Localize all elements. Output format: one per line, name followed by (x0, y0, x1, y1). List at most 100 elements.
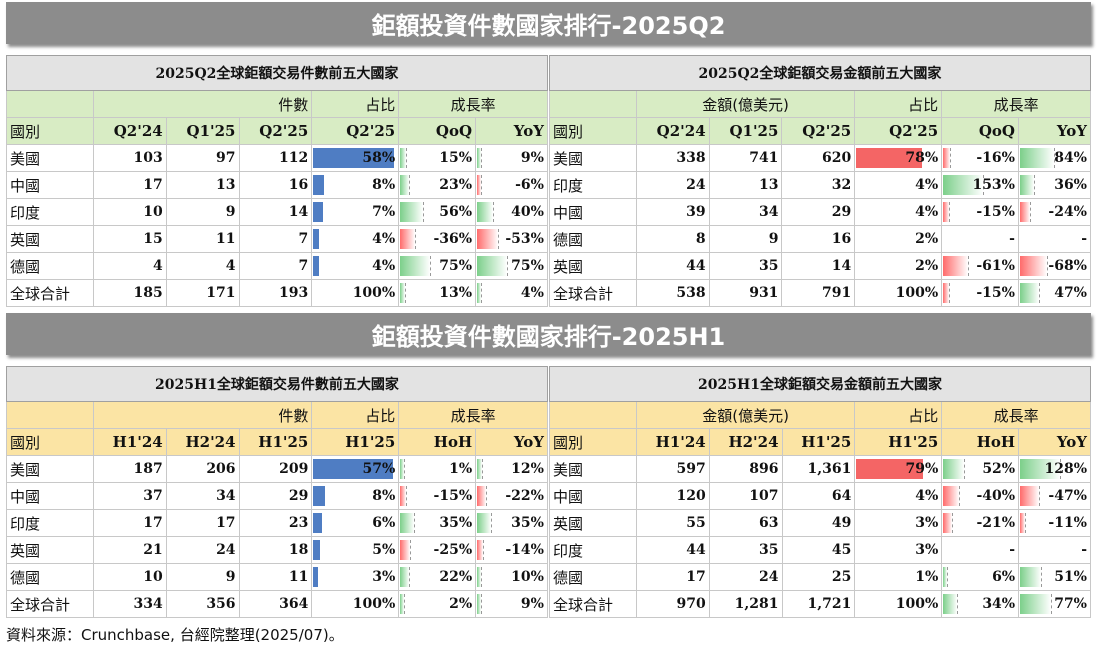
growth-value: 9% (520, 150, 544, 166)
country-name: 德國 (6, 252, 94, 280)
growth-cell-2: 77% (1018, 590, 1091, 618)
table-row: 印度 17 17 23 6% 35% 35% 英國 55 63 49 3% -21% -11% (6, 509, 1091, 537)
growth-bar (400, 594, 405, 614)
table-gap (547, 198, 550, 226)
column-header: Q2'25 (781, 117, 856, 145)
growth-value: 22% (439, 569, 473, 585)
growth-bar (477, 513, 492, 533)
growth-bar (400, 202, 423, 222)
share-cell: 2% (854, 252, 943, 280)
value-cell: 17 (92, 509, 167, 537)
group-header-share: 占比 (311, 401, 400, 429)
growth-bar (943, 486, 960, 506)
value-cell: 597 (635, 455, 710, 483)
value-cell: 107 (708, 482, 783, 510)
growth-value: 77% (1054, 596, 1087, 612)
table-gap (547, 366, 550, 402)
share-cell: 100% (311, 590, 400, 618)
growth-bar (943, 513, 952, 533)
growth-cell-2: 35% (475, 509, 548, 537)
column-header: H1'24 (92, 428, 167, 456)
growth-cell-1: 2% (398, 590, 477, 618)
share-value: 78% (905, 150, 939, 166)
header-blank (6, 401, 94, 429)
growth-value: 56% (439, 204, 473, 220)
value-cell: 185 (92, 279, 167, 307)
value-cell: 21 (92, 536, 167, 564)
country-name: 印度 (548, 536, 637, 564)
group-header-share: 占比 (854, 401, 943, 429)
column-header: Q2'25 (238, 117, 313, 145)
growth-cell-1: - (941, 225, 1019, 253)
growth-bar (1019, 148, 1054, 168)
right-caption: 2025H1全球鉅額交易金額前五大國家 (548, 366, 1092, 402)
value-cell: 13 (165, 171, 240, 199)
country-name: 印度 (6, 509, 94, 537)
h1-table: 2025H1全球鉅額交易件數前五大國家 2025H1全球鉅額交易金額前五大國家 件數… (6, 366, 1092, 618)
growth-cell-1: 52% (941, 455, 1020, 483)
section-title-h1: 鉅額投資件數國家排行-2025H1 (6, 313, 1091, 355)
growth-value: -22% (505, 488, 544, 504)
section-title-q2: 鉅額投資件數國家排行-2025Q2 (6, 2, 1091, 44)
country-name: 印度 (548, 171, 637, 199)
value-cell: 24 (165, 536, 240, 564)
value-cell: 44 (635, 252, 710, 280)
share-cell: 100% (854, 279, 943, 307)
country-name: 全球合計 (548, 590, 637, 618)
growth-bar (943, 567, 948, 587)
column-header: QoQ (941, 117, 1019, 145)
growth-cell-2: 4% (475, 279, 548, 307)
group-header-count: 件數 (92, 401, 313, 429)
value-cell: 64 (781, 482, 856, 510)
share-value: 100% (895, 596, 939, 612)
growth-cell-1: - (941, 536, 1020, 564)
growth-value: 12% (511, 461, 544, 477)
table-gap (547, 401, 550, 429)
share-bar (313, 148, 395, 168)
value-cell: 32 (781, 171, 856, 199)
share-value: 3% (372, 569, 396, 585)
value-cell: 538 (635, 279, 710, 307)
growth-value: 35% (439, 515, 473, 531)
value-cell: 171 (165, 279, 240, 307)
share-bar (313, 256, 319, 276)
value-cell: 16 (238, 171, 313, 199)
table-gap (547, 509, 550, 537)
column-header: Q2'25 (311, 117, 400, 145)
growth-cell-2: -68% (1017, 252, 1092, 280)
growth-value: -6% (515, 177, 544, 193)
growth-cell-1: -21% (941, 509, 1020, 537)
share-cell: 8% (311, 171, 400, 199)
growth-bar (943, 459, 965, 479)
growth-bar (400, 513, 415, 533)
country-name: 全球合計 (6, 590, 94, 618)
column-header: H2'24 (165, 428, 240, 456)
value-cell: 9 (708, 225, 783, 253)
share-cell: 7% (311, 198, 400, 226)
growth-bar (477, 256, 508, 276)
group-header-growth: 成長率 (941, 90, 1091, 118)
column-header: H1'25 (311, 428, 400, 456)
column-header-country: 國別 (6, 117, 94, 145)
growth-bar (477, 486, 486, 506)
share-bar (856, 459, 923, 479)
value-cell: 9 (165, 563, 240, 591)
table-gap (547, 171, 550, 199)
country-name: 美國 (548, 455, 637, 483)
growth-bar (943, 256, 968, 276)
value-cell: 8 (635, 225, 710, 253)
share-cell: 78% (854, 144, 943, 172)
growth-cell-1: 22% (398, 563, 477, 591)
growth-cell-2: -6% (475, 171, 548, 199)
country-name: 英國 (6, 536, 94, 564)
growth-bar (400, 459, 405, 479)
growth-value: 2% (449, 596, 473, 612)
share-cell: 3% (854, 509, 943, 537)
country-name: 美國 (6, 144, 94, 172)
country-name: 英國 (548, 252, 637, 280)
share-cell: 4% (854, 198, 943, 226)
value-cell: 24 (635, 171, 710, 199)
growth-bar (1019, 256, 1048, 276)
growth-value: 153% (972, 177, 1015, 193)
growth-cell-1: 153% (941, 171, 1019, 199)
